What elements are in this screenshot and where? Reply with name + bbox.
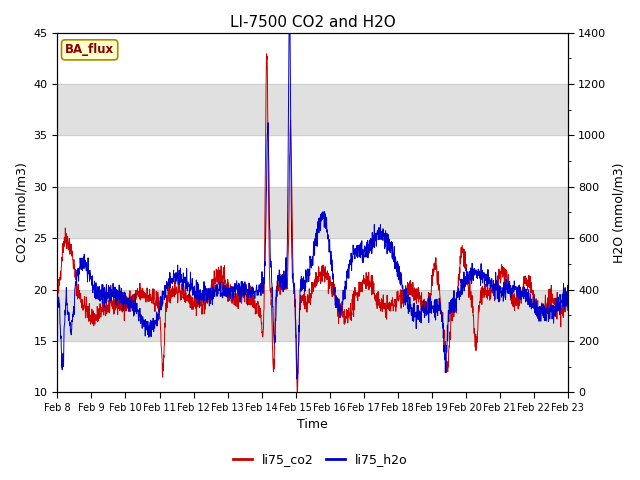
Y-axis label: H2O (mmol/m3): H2O (mmol/m3) bbox=[612, 162, 625, 263]
Y-axis label: CO2 (mmol/m3): CO2 (mmol/m3) bbox=[15, 163, 28, 263]
Bar bbox=[58, 187, 568, 238]
Bar bbox=[58, 84, 568, 135]
Legend: li75_co2, li75_h2o: li75_co2, li75_h2o bbox=[228, 448, 412, 471]
Text: BA_flux: BA_flux bbox=[65, 43, 114, 56]
Bar bbox=[58, 289, 568, 341]
X-axis label: Time: Time bbox=[297, 419, 328, 432]
Title: LI-7500 CO2 and H2O: LI-7500 CO2 and H2O bbox=[230, 15, 396, 30]
